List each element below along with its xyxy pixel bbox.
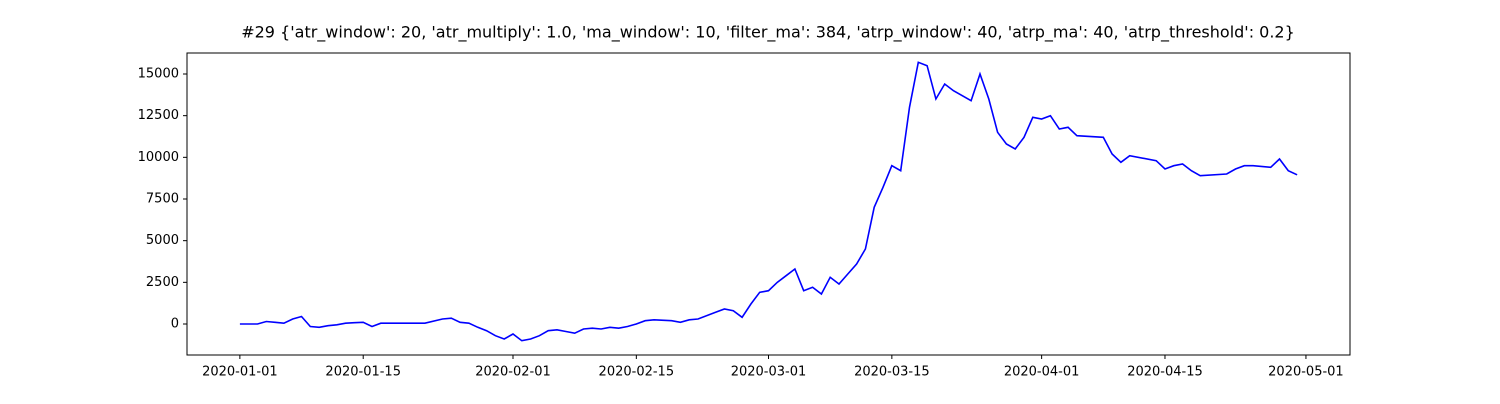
- x-tick-label: 2020-04-15: [1127, 365, 1203, 380]
- line-series: [239, 61, 1298, 342]
- x-tick-label: 2020-04-01: [1004, 365, 1080, 380]
- y-tick-label: 5000: [146, 233, 179, 248]
- y-tick-label: 10000: [138, 150, 179, 165]
- y-tick-label: 2500: [146, 275, 179, 290]
- x-tick-label: 2020-01-15: [325, 365, 401, 380]
- y-tick-label: 7500: [146, 192, 179, 207]
- x-tick-label: 2020-03-15: [854, 365, 930, 380]
- chart-title: #29 {'atr_window': 20, 'atr_multiply': 1…: [241, 23, 1295, 43]
- x-tick-label: 2020-03-01: [731, 365, 807, 380]
- x-tick-label: 2020-02-01: [475, 365, 551, 380]
- y-tick-label: 12500: [138, 108, 179, 123]
- y-tick-label: 0: [171, 317, 179, 332]
- x-tick-label: 2020-05-01: [1268, 365, 1344, 380]
- y-tick-label: 15000: [138, 67, 179, 82]
- plot-frame: [186, 52, 1351, 356]
- x-tick-label: 2020-02-15: [599, 365, 675, 380]
- x-tick-label: 2020-01-01: [202, 365, 278, 380]
